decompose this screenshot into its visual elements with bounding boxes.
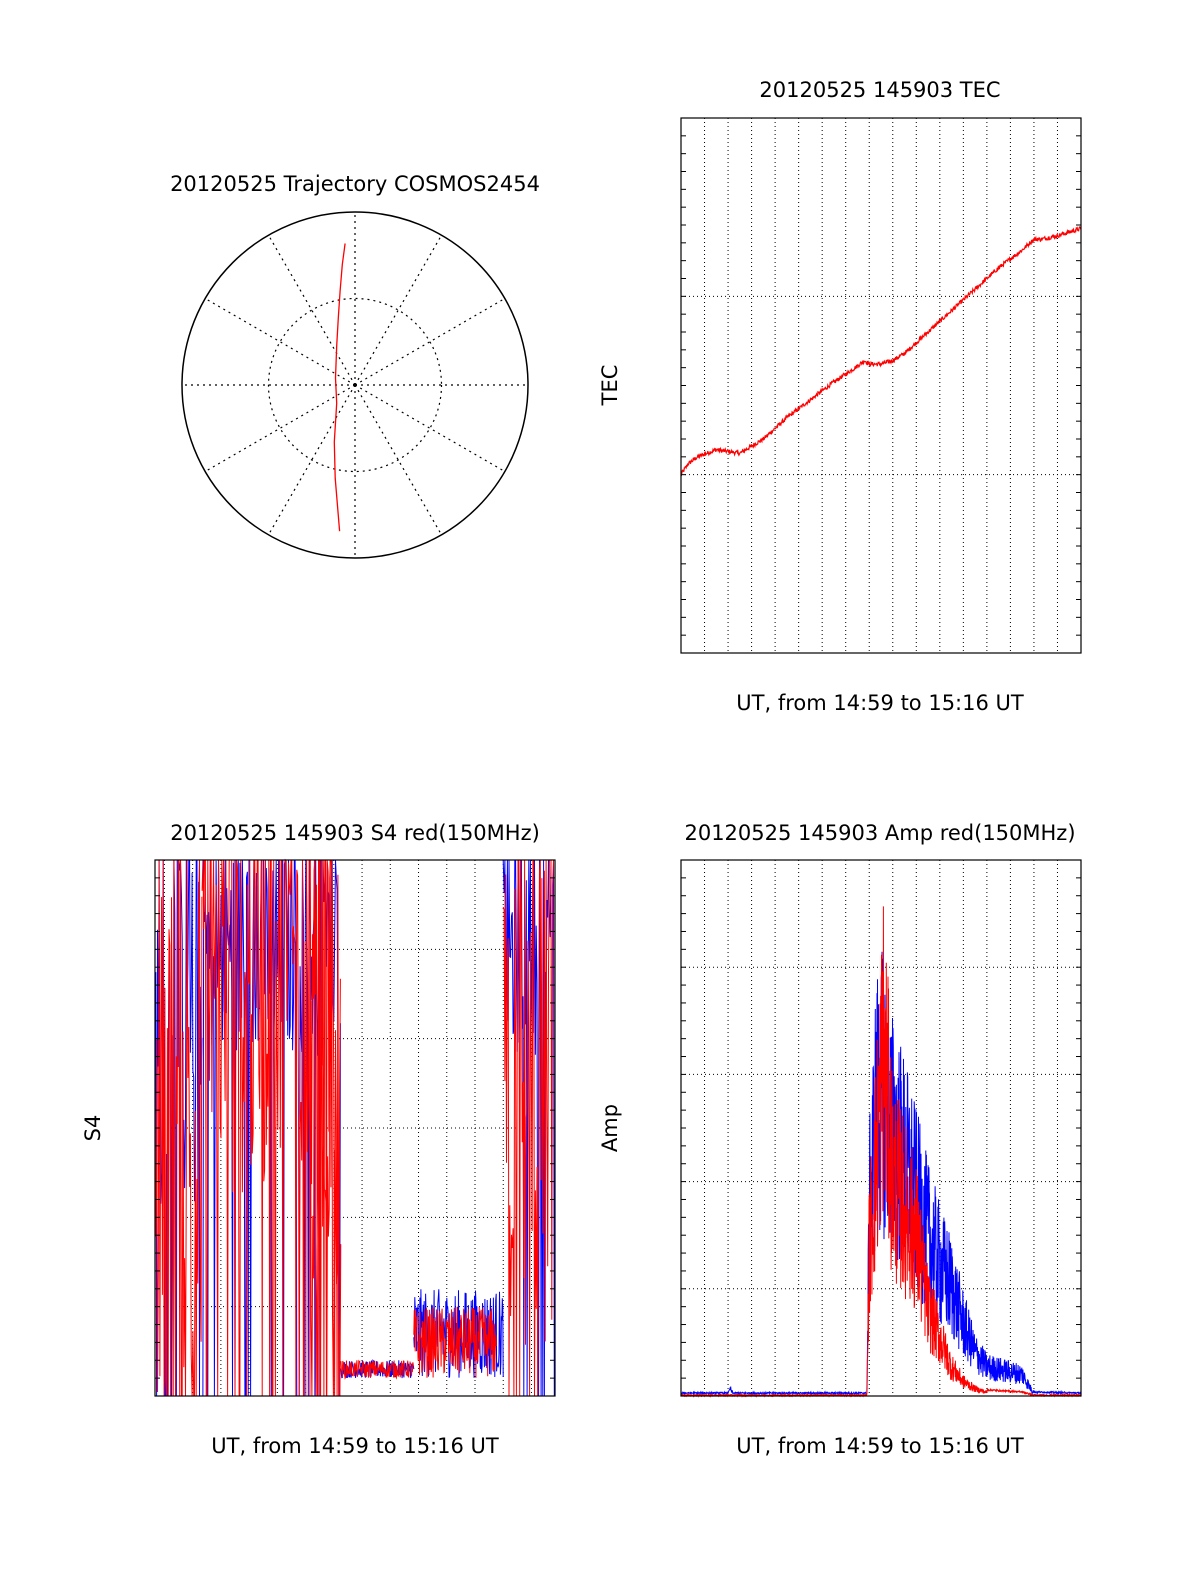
polar-ring-50 [267, 297, 443, 473]
s4-series-line [413, 1306, 497, 1378]
s4-series-line [502, 859, 555, 1397]
polar-spoke [204, 384, 356, 473]
trajectory-line [333, 243, 346, 532]
s4-y-label: S4 [81, 1115, 105, 1142]
amp-y-ticks [681, 859, 1081, 1397]
tec-x-label: UT, from 14:59 to 15:16 UT [736, 691, 1024, 715]
s4-series-line [340, 1359, 415, 1380]
trajectory-title: 20120525 Trajectory COSMOS2454 [170, 172, 540, 196]
amp-x-label: UT, from 14:59 to 15:16 UT [736, 1434, 1024, 1458]
tec-series-line [680, 226, 1082, 477]
polar-spoke [354, 234, 443, 386]
amp-y-label: Amp [598, 1104, 622, 1152]
trajectory-panel: 20120525 Trajectory COSMOS2454 [170, 172, 540, 559]
polar-grid [182, 212, 528, 558]
amp-panel: 20120525 145903 Amp red(150MHz) UT, from… [598, 821, 1082, 1458]
s4-title: 20120525 145903 S4 red(150MHz) [170, 821, 540, 845]
tec-y-ticks [681, 117, 1081, 654]
tec-grid [681, 118, 1081, 653]
polar-spoke [267, 234, 356, 386]
tec-plot-area [680, 226, 1082, 477]
s4-plot-area [154, 858, 555, 1397]
polar-spoke [204, 297, 356, 386]
s4-panel: 20120525 145903 S4 red(150MHz) UT, from … [81, 821, 556, 1458]
amp-title: 20120525 145903 Amp red(150MHz) [684, 821, 1075, 845]
s4-x-label: UT, from 14:59 to 15:16 UT [211, 1434, 499, 1458]
tec-panel: 20120525 145903 TEC UT, from 14:59 to 15… [598, 78, 1082, 715]
polar-spoke [267, 384, 356, 536]
polar-spoke [354, 384, 506, 473]
tec-title: 20120525 145903 TEC [759, 78, 1000, 102]
tec-y-label: TEC [598, 365, 622, 407]
s4-series-line [309, 859, 342, 1397]
tec-axes-frame [680, 117, 1082, 654]
polar-outer-ring [181, 211, 529, 559]
s4-y-ticks [155, 859, 555, 1397]
polar-spoke [354, 297, 506, 386]
amp-plot-area [680, 906, 1082, 1398]
polar-spoke [354, 384, 443, 536]
